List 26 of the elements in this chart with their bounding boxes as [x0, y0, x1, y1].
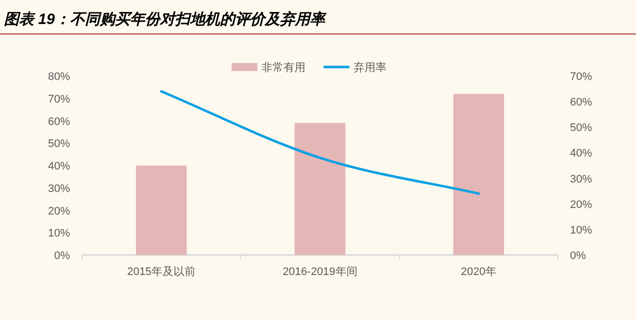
y-tick-label: 70% — [48, 93, 70, 106]
bar — [453, 94, 504, 255]
y2-tick-label: 20% — [570, 198, 592, 211]
y-tick-label: 40% — [48, 160, 70, 172]
bar — [136, 166, 187, 255]
y-tick-label: 20% — [48, 205, 70, 218]
legend-label: 非常有用 — [262, 61, 306, 74]
x-tick-label: 2016-2019年间 — [282, 266, 358, 278]
y2-tick-label: 0% — [570, 250, 586, 262]
y-tick-label: 30% — [48, 182, 70, 195]
bar — [294, 122, 346, 255]
legend-label: 弃用率 — [354, 61, 386, 74]
y2-tick-label: 10% — [570, 224, 592, 236]
y-tick-label: 80% — [48, 71, 70, 83]
x-tick-label: 2015年及以前 — [127, 265, 196, 278]
y2-tick-label: 50% — [570, 122, 592, 134]
y2-tick-label: 40% — [570, 148, 592, 160]
y2-tick-label: 30% — [570, 173, 592, 186]
y-tick-label: 60% — [48, 116, 70, 128]
y-tick-label: 10% — [48, 228, 70, 240]
y2-tick-label: 60% — [570, 96, 592, 109]
chart-title: 图表 19：不同购买年份对扫地机的评价及弃用率 — [4, 10, 327, 28]
y-tick-label: 50% — [48, 138, 70, 150]
y2-tick-label: 70% — [570, 71, 592, 83]
y-tick-label: 0% — [54, 250, 70, 262]
x-tick-label: 2020年 — [460, 266, 496, 278]
